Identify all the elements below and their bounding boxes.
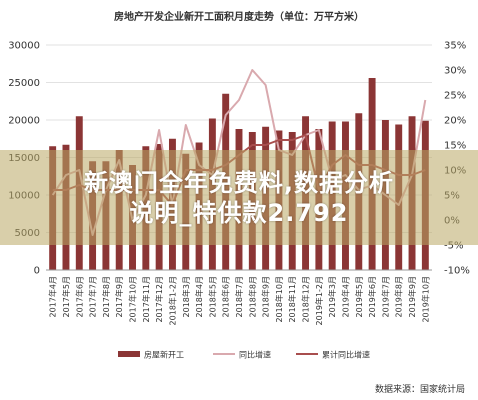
bar — [315, 129, 323, 270]
chart-title: 房地产开发企业新开工面积月度走势（单位：万平方米） — [114, 10, 364, 23]
bar — [421, 120, 429, 270]
y-tick-label-left: 5000 — [15, 228, 40, 239]
x-tick-label: 2018年6月 — [221, 276, 231, 317]
legend-label: 累计同比增速 — [322, 350, 370, 360]
x-tick-label: 2017年9月 — [114, 276, 124, 317]
y-tick-label-left: 30000 — [8, 41, 40, 52]
y-tick-label-left: 15000 — [8, 153, 40, 164]
x-tick-label: 2017年5月 — [61, 276, 71, 317]
bar — [142, 146, 150, 270]
x-tick-label: 2018年12月 — [301, 276, 311, 323]
x-tick-label: 2017年11月 — [141, 276, 151, 323]
x-tick-label: 2018年9月 — [261, 276, 271, 317]
x-tick-label: 2019年8月 — [394, 276, 404, 317]
bar — [208, 118, 216, 270]
y-tick-label-right: 25% — [444, 91, 466, 102]
x-tick-label: 2018年5月 — [207, 276, 217, 317]
bar — [342, 121, 349, 270]
x-tick-label: 2018年1-2月 — [167, 276, 177, 325]
x-tick-label: 2018年3月 — [181, 276, 191, 317]
y-tick-label-right: -10% — [444, 266, 470, 277]
y-tick-label-left: 20000 — [8, 116, 40, 127]
x-tick-label: 2017年8月 — [101, 276, 111, 317]
bar — [248, 132, 256, 270]
y-tick-label-left: 25000 — [8, 78, 40, 89]
y-axis-left: 0 5000 10000 15000 20000 25000 30000 — [8, 41, 40, 277]
x-axis: 2017年4月 2017年5月 2017年6月 2017年7月 2017年8月 2017年… — [46, 269, 432, 325]
bar — [262, 126, 270, 270]
bar — [155, 144, 163, 270]
y-tick-label-right: 35% — [444, 41, 466, 52]
x-tick-label: 2017年6月 — [74, 276, 84, 317]
x-tick-label: 2018年8月 — [247, 276, 257, 317]
bar-series — [49, 78, 429, 270]
bar — [89, 161, 97, 270]
x-tick-label: 2019年3月 — [327, 276, 337, 317]
y-tick-label-right: 0% — [444, 216, 460, 227]
bar — [195, 142, 203, 270]
bar — [355, 113, 363, 270]
x-tick-label: 2018年4月 — [194, 276, 204, 317]
x-tick-label: 2019年10月 — [420, 276, 430, 323]
bar — [49, 146, 57, 270]
y-tick-label-right: 30% — [444, 66, 466, 77]
x-tick-label: 2017年4月 — [48, 276, 58, 317]
x-tick-label: 2017年7月 — [88, 276, 98, 317]
x-tick-label: 2017年12月 — [154, 276, 164, 323]
x-tick-label: 2019年9月 — [407, 276, 417, 317]
legend: 房屋新开工 同比增速 累计同比增速 — [118, 350, 370, 360]
x-tick-label: 2018年10月 — [274, 276, 284, 323]
x-tick-label: 2019年1-2月 — [314, 276, 324, 325]
bar — [222, 93, 230, 270]
bar — [408, 116, 416, 270]
bar — [328, 121, 336, 270]
bar — [368, 78, 376, 270]
y-tick-label-left: 10000 — [8, 191, 40, 202]
x-tick-label: 2019年6月 — [367, 276, 377, 317]
legend-swatch — [118, 351, 140, 357]
bar — [102, 161, 110, 270]
legend-label: 同比增速 — [239, 350, 271, 360]
x-tick-label: 2017年10月 — [128, 276, 138, 323]
y-tick-label-right: 10% — [444, 166, 466, 177]
y-tick-label-left: 0 — [34, 266, 40, 277]
bar — [62, 144, 70, 270]
y-tick-label-right: 5% — [444, 191, 460, 202]
bar — [235, 129, 243, 270]
y-axis-right: -10% -5% 0% 5% 10% 15% 20% 25% 30% 35% — [444, 41, 470, 277]
y-tick-label-right: 20% — [444, 116, 466, 127]
data-source: 数据来源：国家统计局 — [375, 383, 465, 395]
y-tick-label-right: 15% — [444, 141, 466, 152]
bar — [75, 116, 83, 270]
x-tick-label: 2019年7月 — [380, 276, 390, 317]
x-tick-label: 2018年7月 — [234, 276, 244, 317]
x-tick-label: 2019年5月 — [354, 276, 364, 317]
legend-label: 房屋新开工 — [144, 350, 184, 360]
y-tick-label-right: -5% — [444, 241, 463, 252]
x-tick-label: 2018年11月 — [287, 276, 297, 323]
x-tick-label: 2019年4月 — [340, 276, 350, 317]
